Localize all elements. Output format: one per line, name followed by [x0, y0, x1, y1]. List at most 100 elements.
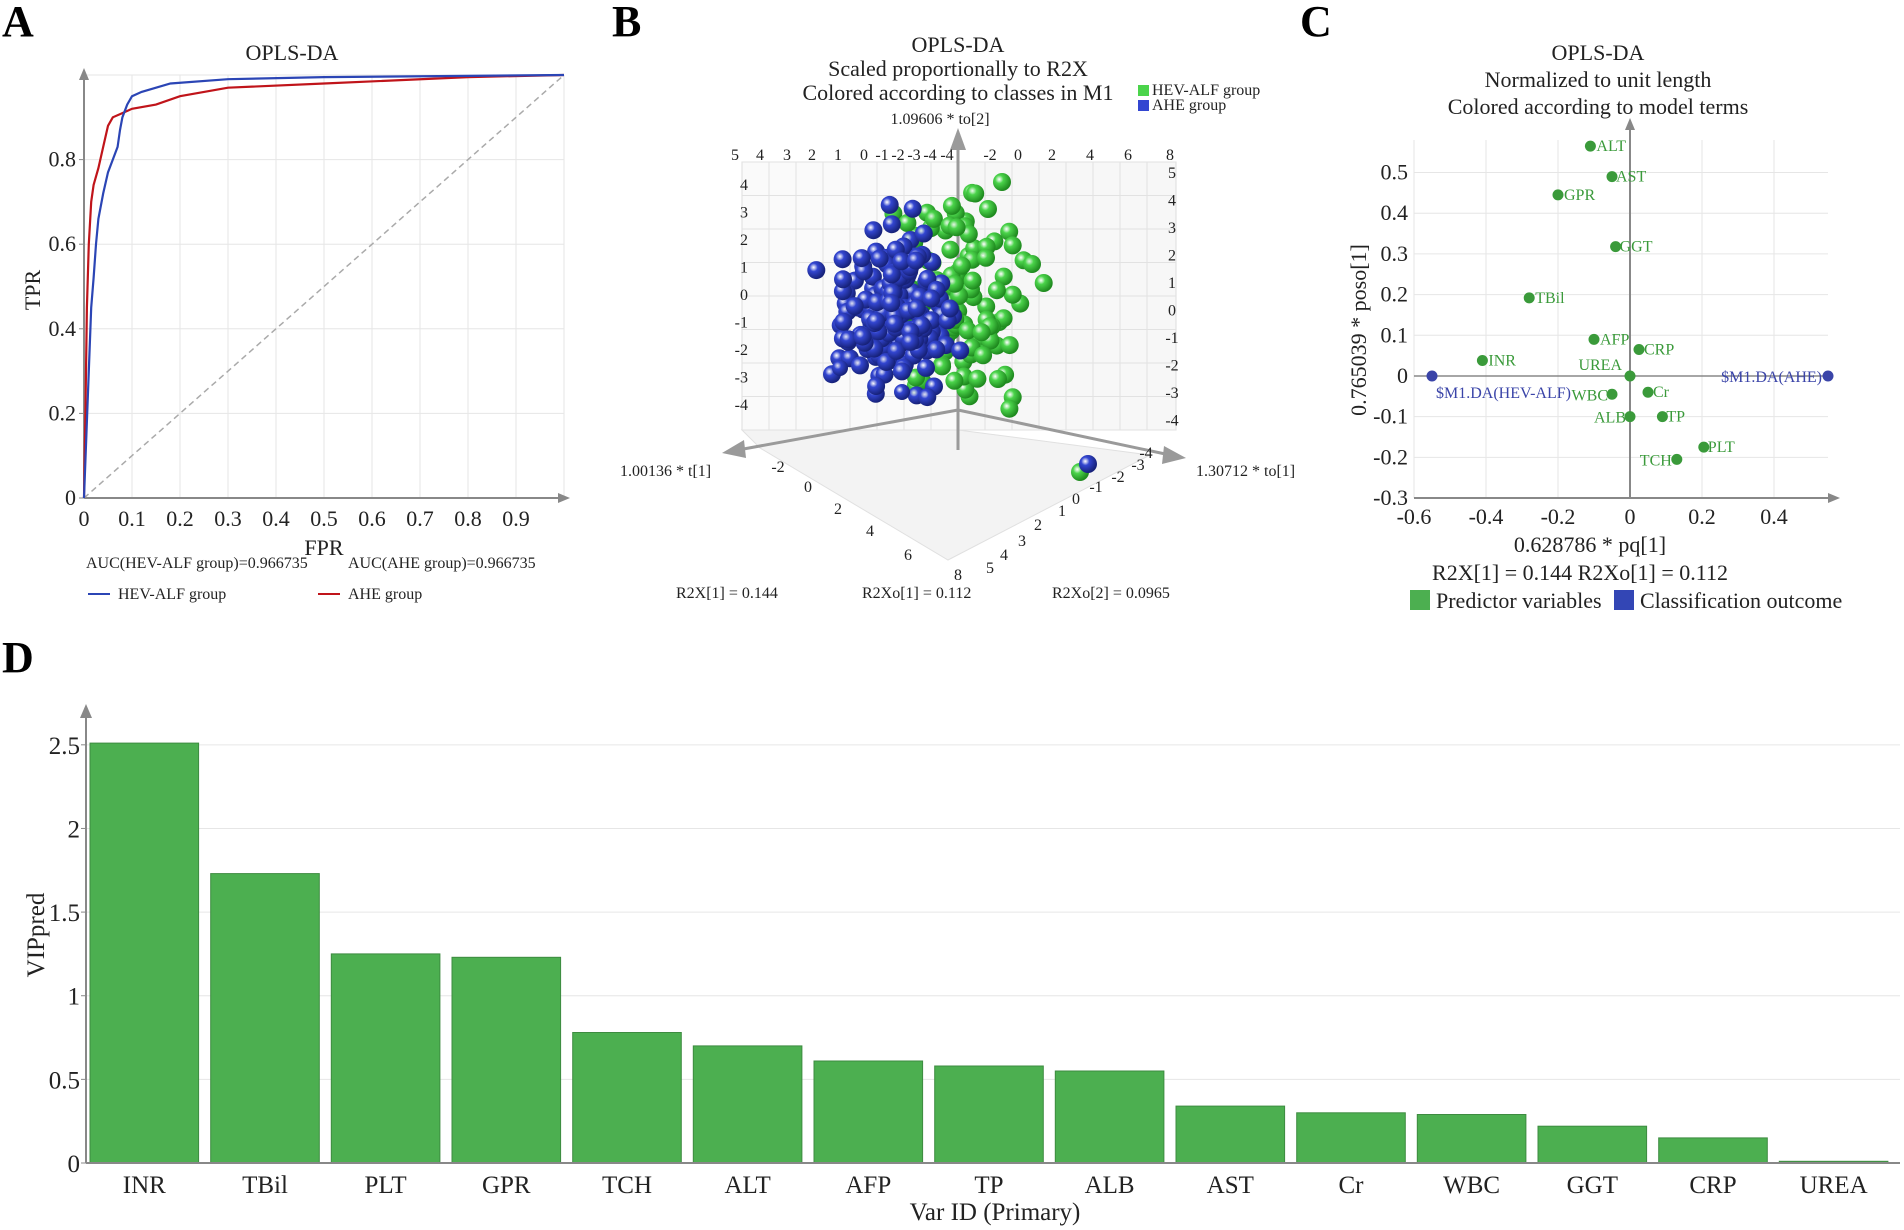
- legend-label-outcome: Classification outcome: [1640, 588, 1842, 613]
- b-bottom-left-tick: -2: [771, 459, 784, 476]
- legend-label-hev-alf: HEV-ALF group: [118, 586, 226, 603]
- roc-grid: [84, 74, 565, 498]
- legend-label-ahe: AHE group: [348, 586, 422, 603]
- loadings-x-tick: -0.6: [1397, 504, 1432, 529]
- roc-x-tick: 0.6: [358, 506, 386, 531]
- score-point-ahe: [832, 360, 848, 376]
- score-point-ahe: [852, 249, 871, 268]
- loadings-x-tick: 0.2: [1688, 504, 1716, 529]
- b-bottom-left-tick: 0: [804, 479, 812, 496]
- vip-y-label: VIPpred: [23, 892, 50, 977]
- loading-label: PLT: [1708, 439, 1735, 456]
- loading-label: AST: [1616, 169, 1646, 186]
- roc-x-arrow-icon: [558, 493, 570, 503]
- b-right-tick: 1: [1168, 275, 1176, 292]
- loading-point: [1671, 453, 1683, 465]
- score-point-hev-alf: [1003, 236, 1022, 255]
- b-top-tick: -1: [875, 147, 888, 164]
- score-point-ahe: [880, 195, 899, 214]
- loading-point: [1698, 441, 1710, 453]
- axis-to1-arrow-icon: [1162, 446, 1186, 464]
- roc-y-tick: 0: [65, 485, 76, 510]
- panel-label-c: C: [1300, 0, 1332, 46]
- score-point-ahe: [914, 224, 933, 243]
- vip-x-tick: UREA: [1800, 1172, 1868, 1199]
- score-point-ahe: [917, 358, 935, 377]
- roc-y-tick: 0.8: [49, 147, 77, 172]
- b-top-tick: -2: [983, 147, 996, 164]
- score-point-hev-alf: [963, 271, 982, 290]
- loading-point: [1606, 388, 1618, 400]
- score-point-ahe: [901, 332, 920, 351]
- b-bottom-right-tick: -3: [1131, 457, 1144, 474]
- score-point-hev-alf: [974, 346, 993, 365]
- score-point-ahe: [885, 314, 904, 333]
- b-left-tick: 0: [740, 287, 748, 304]
- roc-y-label: TPR: [20, 270, 45, 311]
- b-bottom-right-tick: 5: [986, 560, 994, 577]
- score-point-hev-alf: [958, 321, 977, 340]
- score-point-ahe: [922, 289, 941, 308]
- vip-y-arrow-icon: [80, 704, 92, 718]
- loadings-points: ALT AST GPR GGT TBil AFP CRP INR UREA WBC Cr ALB TP P…: [1426, 138, 1834, 469]
- score-point-ahe: [903, 199, 922, 218]
- loading-label: $M1.DA(HEV-ALF): [1436, 385, 1571, 402]
- roc-line-hev-alf-group: [82, 73, 565, 499]
- loading-label: TP: [1666, 409, 1685, 426]
- loadings-x-arrow-icon: [1828, 493, 1840, 503]
- vip-y-tick: 1: [68, 984, 81, 1011]
- loadings-y-tick: 0.3: [1381, 241, 1409, 266]
- loading-point: [1624, 370, 1636, 382]
- loadings-y-tick: -0.3: [1373, 485, 1408, 510]
- score-point-ahe: [851, 356, 869, 375]
- score-point-hev-alf: [979, 200, 997, 218]
- b-top-tick: 1: [834, 147, 842, 164]
- score-point-ahe: [906, 251, 925, 270]
- axis-t1-arrow-icon: [722, 440, 746, 458]
- loading-label: Cr: [1653, 384, 1670, 401]
- roc-x-tick: 0.5: [310, 506, 338, 531]
- loading-label: WBC: [1572, 387, 1608, 404]
- b-right-tick: -4: [1165, 413, 1178, 430]
- axis-label-to1: 1.30712 * to[1]: [1196, 463, 1295, 480]
- score-point-ahe: [834, 312, 853, 331]
- score-point-ahe: [807, 261, 826, 280]
- b-left-tick: -2: [735, 342, 748, 359]
- roc-line-reference: [83, 74, 565, 499]
- vip-x-tick: INR: [123, 1172, 166, 1199]
- score-point-hev-alf: [987, 281, 1006, 300]
- vip-y-tick: 2.5: [49, 733, 80, 760]
- b-right-tick: -3: [1165, 385, 1178, 402]
- b-top-tick: 4: [756, 147, 764, 164]
- roc-x-tick: 0: [79, 506, 90, 531]
- b-top-tick: 8: [1166, 147, 1174, 164]
- vip-x-tick: TCH: [602, 1172, 652, 1199]
- loading-point: [1426, 370, 1438, 382]
- b-bottom-right-tick: -2: [1111, 469, 1124, 486]
- score-point-hev-alf: [945, 371, 964, 390]
- legend-swatch-outcome: [1614, 590, 1634, 610]
- score-point-ahe: [951, 341, 970, 360]
- loadings-ticks: -0.6 -0.4 -0.2 0 0.2 0.4 -0.3 -0.2 -0.1 0 0.1 0.2 0.…: [1373, 160, 1788, 529]
- b-left-tick: 2: [740, 232, 748, 249]
- loading-label: ALB: [1594, 410, 1626, 427]
- b-bottom-left-tick: 6: [904, 547, 912, 564]
- score-point-hev-alf: [947, 218, 966, 237]
- b-top-tick: 2: [808, 147, 816, 164]
- loading-point: [1624, 411, 1636, 423]
- vip-y-tick: 1.5: [49, 900, 80, 927]
- b-right-tick: -2: [1165, 358, 1178, 375]
- loading-label: TCH: [1640, 452, 1672, 469]
- roc-x-tick: 0.7: [406, 506, 434, 531]
- roc-x-tick: 0.4: [262, 506, 290, 531]
- loading-label: UREA: [1578, 357, 1622, 374]
- vip-bar-ast: [1175, 1105, 1286, 1164]
- score-point-ahe: [927, 340, 946, 359]
- roc-y-tick: 0.4: [49, 316, 77, 341]
- score-point-ahe: [892, 362, 911, 381]
- loading-label: TBil: [1535, 290, 1565, 307]
- roc-x-tick: 0.9: [502, 506, 530, 531]
- score-point-ahe: [833, 250, 852, 269]
- roc-line-ahe-group: [82, 73, 565, 499]
- b-top-tick: -3: [907, 147, 920, 164]
